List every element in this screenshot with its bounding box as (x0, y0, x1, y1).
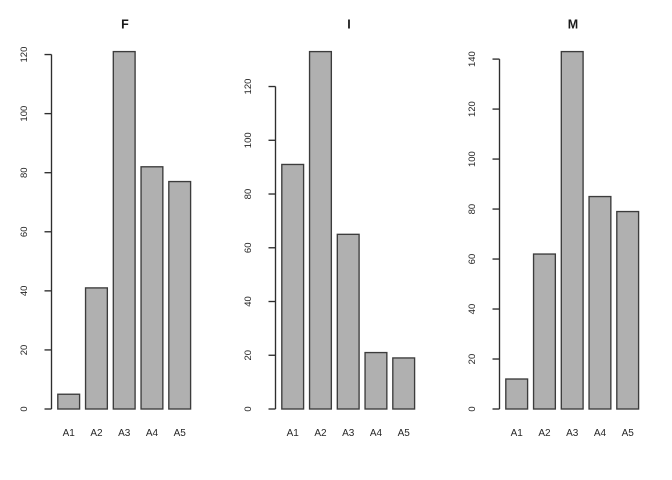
bar-A1 (505, 378, 529, 410)
y-tick-label: 120 (243, 79, 254, 95)
panel-M: M 0 20 40 60 80 100 120 140 A1 A2 A3 A4 A5 (467, 18, 640, 439)
x-label-A3: A3 (566, 428, 579, 439)
y-tick-label: 20 (467, 354, 478, 365)
y-tick-label: 60 (467, 254, 478, 265)
y-tick-label: 100 (467, 151, 478, 167)
bar-A1 (281, 163, 305, 410)
bar-A2 (84, 287, 109, 410)
y-tick-label: 120 (19, 47, 30, 63)
x-label-A4: A4 (146, 428, 159, 439)
bar-A2 (532, 253, 557, 410)
x-label-A5: A5 (174, 428, 187, 439)
y-tick-label: 140 (467, 51, 478, 67)
bar-A4 (588, 195, 612, 410)
y-tick-label: 40 (243, 296, 254, 307)
bar-A5 (616, 210, 640, 410)
y-tick-label: 20 (19, 345, 30, 356)
x-label-A2: A2 (314, 428, 327, 439)
bar-A5 (392, 357, 416, 410)
bar-A4 (364, 351, 388, 410)
x-label-A2: A2 (90, 428, 103, 439)
y-tick-label: 60 (19, 226, 30, 237)
bar-A4 (140, 166, 164, 410)
y-tick-label: 0 (467, 406, 478, 411)
x-label-A3: A3 (342, 428, 355, 439)
y-tick-label: 100 (19, 106, 30, 122)
bar-A1 (57, 393, 81, 410)
x-label-A2: A2 (538, 428, 551, 439)
panel-I: I 0 20 40 60 80 100 120 A1 A2 A3 A4 A5 (243, 18, 416, 439)
x-label-A1: A1 (63, 428, 76, 439)
y-tick-label: 120 (467, 101, 478, 117)
chart-title: F (121, 18, 129, 32)
y-tick-label: 60 (243, 242, 254, 253)
bar-A2 (308, 50, 333, 410)
chart-area: 0 20 40 60 80 100 120 A1 A2 A3 A4 A5 (243, 50, 416, 439)
x-label-A1: A1 (511, 428, 524, 439)
x-label-A3: A3 (118, 428, 131, 439)
x-label-A1: A1 (287, 428, 300, 439)
x-label-A5: A5 (398, 428, 411, 439)
chart-area: 0 20 40 60 80 100 120 140 A1 A2 A3 A4 A5 (467, 50, 640, 439)
bar-A3 (336, 233, 360, 410)
bar-A3 (112, 50, 136, 410)
y-tick-label: 0 (243, 406, 254, 411)
chart-title: M (568, 18, 578, 32)
y-tick-label: 80 (243, 189, 254, 200)
y-tick-label: 40 (467, 304, 478, 315)
chart-title: I (347, 18, 350, 32)
bar-A5 (168, 180, 192, 410)
y-tick-label: 80 (19, 167, 30, 178)
x-label-A4: A4 (370, 428, 383, 439)
y-tick-label: 40 (19, 286, 30, 297)
panel-F: F 0 20 40 60 80 100 120 A1 A2 A3 A4 A5 (19, 18, 192, 439)
y-tick-label: 20 (243, 350, 254, 361)
bar-A3 (560, 50, 584, 410)
chart-area: 0 20 40 60 80 100 120 A1 A2 A3 A4 A5 (19, 47, 192, 439)
x-label-A5: A5 (622, 428, 635, 439)
y-tick-label: 100 (243, 132, 254, 148)
x-label-A4: A4 (594, 428, 607, 439)
y-tick-label: 0 (19, 406, 30, 411)
y-tick-label: 80 (467, 204, 478, 215)
